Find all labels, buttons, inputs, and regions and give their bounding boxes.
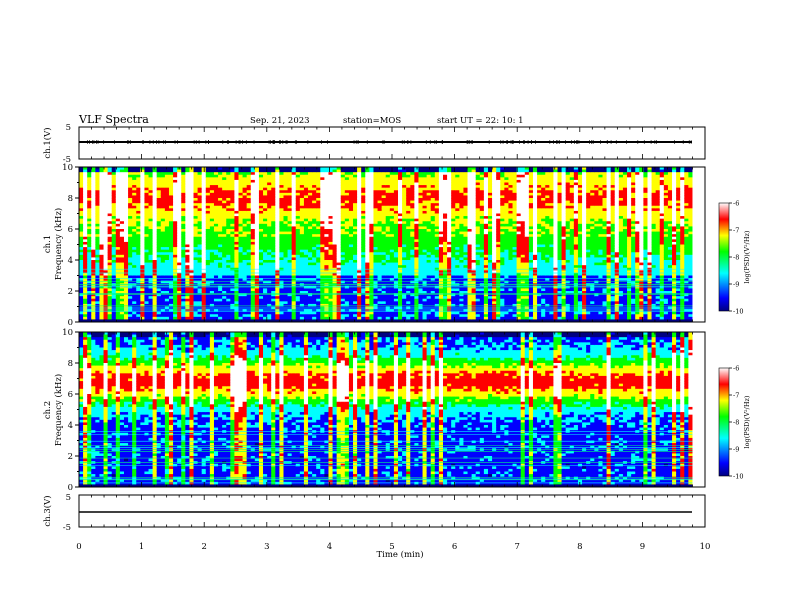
start-time-label: start UT = 22: 10: 1 (437, 116, 524, 126)
ytick-label: 2 (68, 287, 73, 297)
ytick-label: 2 (68, 452, 73, 462)
xtick-label: 3 (264, 542, 269, 552)
ch1-waveform-ylabel: ch.1(V) (42, 127, 53, 158)
ch1-spectrogram-panel: 0 2 4 6 8 10 ch.1 Frequency (kHz) (43, 163, 705, 328)
date-label: Sep. 21, 2023 (250, 116, 310, 126)
colorbar-tick-label: -9 (733, 281, 739, 289)
colorbar-tick-label: -7 (733, 392, 739, 400)
ch2-spectrogram-panel: 0 2 4 6 8 10 ch.2 Frequency (kHz) (43, 328, 705, 493)
ch2-spectrogram-ylabel: Frequency (kHz) (53, 374, 64, 446)
ch3-waveform-ylabel: ch.3(V) (42, 495, 53, 526)
xtick-label: 10 (700, 542, 711, 552)
ch1-colorbar-gradient (719, 203, 729, 311)
ch1-channel-label: ch.1 (43, 235, 53, 253)
ch3-ytick-top: 5 (66, 493, 71, 503)
ch2-colorbar-label: log(PSD)(V²/Hz) (743, 395, 751, 448)
colorbar-tick-label: -9 (733, 446, 739, 454)
ytick-label: 10 (62, 163, 73, 173)
ch1-spectrogram-image (79, 167, 705, 323)
ytick-label: 8 (68, 359, 73, 369)
ch2-colorbar-ticks: -6 -7 -8 -9 -10 (729, 365, 743, 481)
station-label: station=MOS (343, 116, 401, 126)
ytick-label: 4 (68, 256, 73, 266)
ch1-colorbar-label: log(PSD)(V²/Hz) (743, 230, 751, 283)
colorbar-tick-label: -8 (733, 254, 739, 262)
colorbar-tick-label: -6 (733, 365, 739, 373)
ytick-label: 6 (68, 225, 73, 235)
ch2-channel-label: ch.2 (43, 401, 53, 419)
xtick-label: 9 (640, 542, 645, 552)
ytick-label: 0 (68, 318, 73, 328)
ch1-colorbar: -6 -7 -8 -9 -10 log(PSD)(V²/Hz) (719, 200, 751, 316)
colorbar-tick-label: -8 (733, 419, 739, 427)
ch3-ytick-bottom: -5 (63, 523, 71, 533)
ch2-colorbar-gradient (719, 368, 729, 476)
colorbar-tick-label: -10 (733, 308, 743, 316)
vlf-spectra-figure: VLF Spectra Sep. 21, 2023 station=MOS st… (0, 0, 792, 612)
xtick-label: 2 (201, 542, 206, 552)
x-axis-label: Time (min) (376, 549, 423, 560)
ch1-colorbar-ticks: -6 -7 -8 -9 -10 (729, 200, 743, 316)
ytick-label: 4 (68, 421, 73, 431)
ch1-ytick-top: 5 (66, 123, 71, 133)
ch2-spectrogram-yticks: 0 2 4 6 8 10 (62, 328, 79, 493)
ch2-colorbar: -6 -7 -8 -9 -10 log(PSD)(V²/Hz) (719, 365, 751, 481)
ytick-label: 10 (62, 328, 73, 338)
ytick-label: 0 (68, 483, 73, 493)
xtick-label: 4 (327, 542, 332, 552)
ytick-label: 8 (68, 194, 73, 204)
xtick-label: 1 (139, 542, 144, 552)
ytick-label: 6 (68, 390, 73, 400)
colorbar-tick-label: -10 (733, 473, 743, 481)
ch1-spectrogram-ylabel: Frequency (kHz) (53, 208, 64, 280)
xtick-label: 0 (76, 542, 81, 552)
figure-title: VLF Spectra (78, 113, 149, 126)
ch2-spectrogram-image (79, 332, 705, 488)
colorbar-tick-label: -7 (733, 227, 739, 235)
xtick-label: 8 (577, 542, 582, 552)
xtick-label: 7 (514, 542, 519, 552)
xtick-label: 6 (452, 542, 457, 552)
ch1-spectrogram-yticks: 0 2 4 6 8 10 (62, 163, 79, 328)
colorbar-tick-label: -6 (733, 200, 739, 208)
